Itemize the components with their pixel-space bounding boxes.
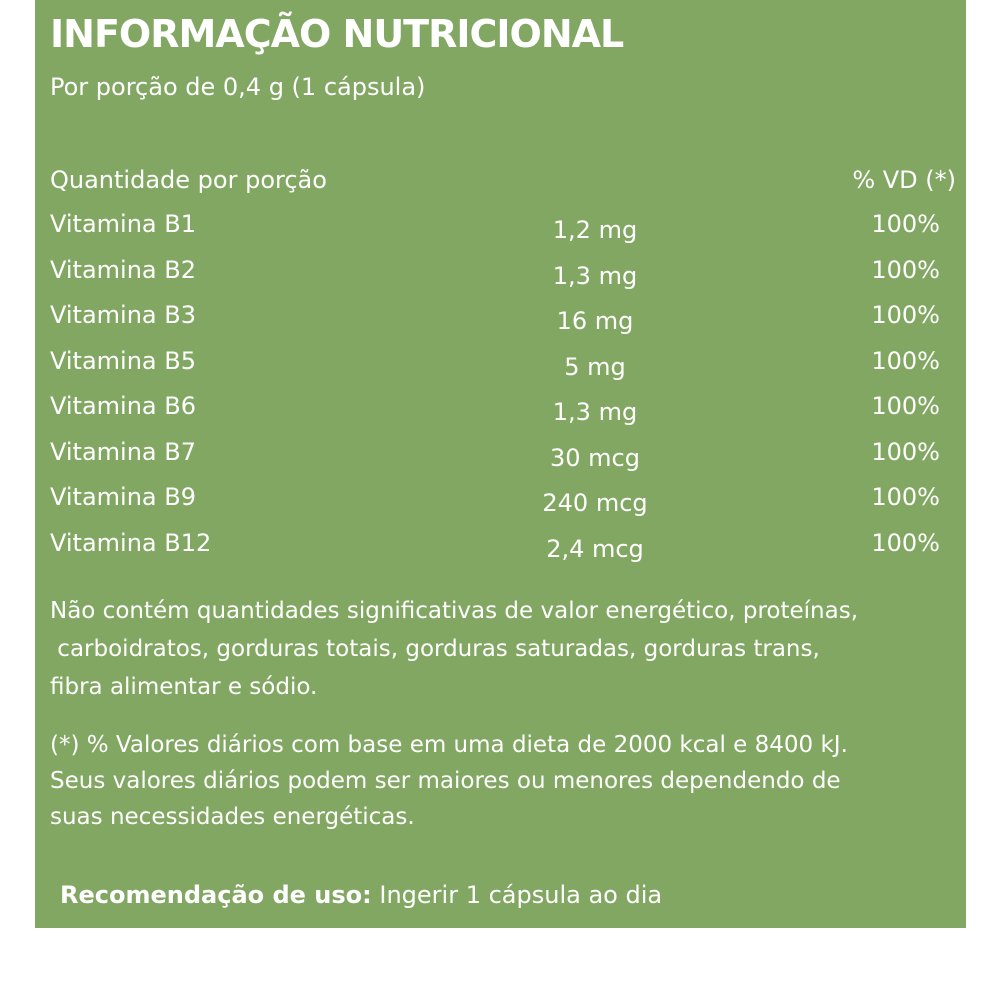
nutrient-amount: 16 mg [556, 307, 634, 335]
daily-value-footnote: (*) % Valores diários com base em uma di… [50, 727, 960, 835]
footnote-line: (*) % Valores diários com base em uma di… [50, 732, 848, 758]
footnote-line: suas necessidades energéticas. [50, 804, 415, 830]
note-line: Não contém quantidades significativas de… [50, 598, 858, 624]
nutrient-name: Vitamina B9 [50, 483, 197, 511]
nutrient-amount: 2,4 mcg [546, 534, 644, 563]
note-line: fibra alimentar e sódio. [50, 674, 318, 700]
table-row: Vitamina B1 1,2 mg 100% [50, 210, 956, 256]
nutrient-name: Vitamina B12 [50, 528, 212, 557]
table-row: Vitamina B5 5 mg 100% [50, 347, 956, 393]
insignificant-nutrients-note: Não contém quantidades significativas de… [50, 592, 960, 706]
usage-recommendation: Recomendação de uso: Ingerir 1 cápsula a… [60, 881, 662, 909]
nutrient-table: Vitamina B1 1,2 mg 100% Vitamina B2 1,3 … [50, 210, 956, 574]
footnote-line: Seus valores diários podem ser maiores o… [50, 768, 841, 794]
nutrient-daily-value: 100% [871, 255, 940, 284]
nutrient-name: Vitamina B6 [50, 392, 197, 420]
nutrient-name: Vitamina B5 [50, 346, 197, 375]
nutrient-name: Vitamina B7 [50, 437, 197, 466]
recommendation-label: Recomendação de uso: [60, 881, 372, 909]
nutrient-name: Vitamina B3 [50, 301, 197, 329]
table-row: Vitamina B6 1,3 mg 100% [50, 392, 956, 438]
table-row: Vitamina B2 1,3 mg 100% [50, 256, 956, 302]
nutrient-daily-value: 100% [871, 346, 940, 375]
nutrient-amount: 1,3 mg [552, 398, 638, 426]
table-row: Vitamina B7 30 mcg 100% [50, 438, 956, 484]
table-row: Vitamina B3 16 mg 100% [50, 301, 956, 347]
nutrient-name: Vitamina B1 [50, 210, 197, 238]
table-row: Vitamina B12 2,4 mcg 100% [50, 529, 956, 575]
table-row: Vitamina B9 240 mcg 100% [50, 483, 956, 529]
nutrient-daily-value: 100% [871, 528, 940, 557]
nutrient-daily-value: 100% [871, 437, 940, 466]
nutrient-daily-value: 100% [871, 483, 940, 511]
nutrient-daily-value: 100% [871, 210, 940, 238]
nutrition-panel: INFORMAÇÃO NUTRICIONAL Por porção de 0,4… [35, 0, 966, 928]
nutrient-amount: 30 mcg [550, 443, 640, 472]
nutrient-daily-value: 100% [871, 301, 940, 329]
nutrient-amount: 240 mcg [542, 489, 648, 517]
nutrient-daily-value: 100% [871, 392, 940, 420]
nutrient-name: Vitamina B2 [50, 255, 197, 284]
nutrient-amount: 1,3 mg [552, 261, 638, 290]
serving-size: Por porção de 0,4 g (1 cápsula) [50, 73, 426, 101]
nutrient-amount: 1,2 mg [552, 216, 638, 244]
nutrient-amount: 5 mg [564, 352, 626, 381]
recommendation-text: Ingerir 1 cápsula ao dia [371, 881, 663, 909]
header-quantity: Quantidade por porção [50, 166, 327, 194]
header-daily-value: % VD (*) [852, 166, 956, 194]
table-header: Quantidade por porção % VD (*) [50, 166, 956, 198]
note-line: carboidratos, gorduras totais, gorduras … [50, 636, 820, 662]
page-title: INFORMAÇÃO NUTRICIONAL [50, 12, 624, 56]
